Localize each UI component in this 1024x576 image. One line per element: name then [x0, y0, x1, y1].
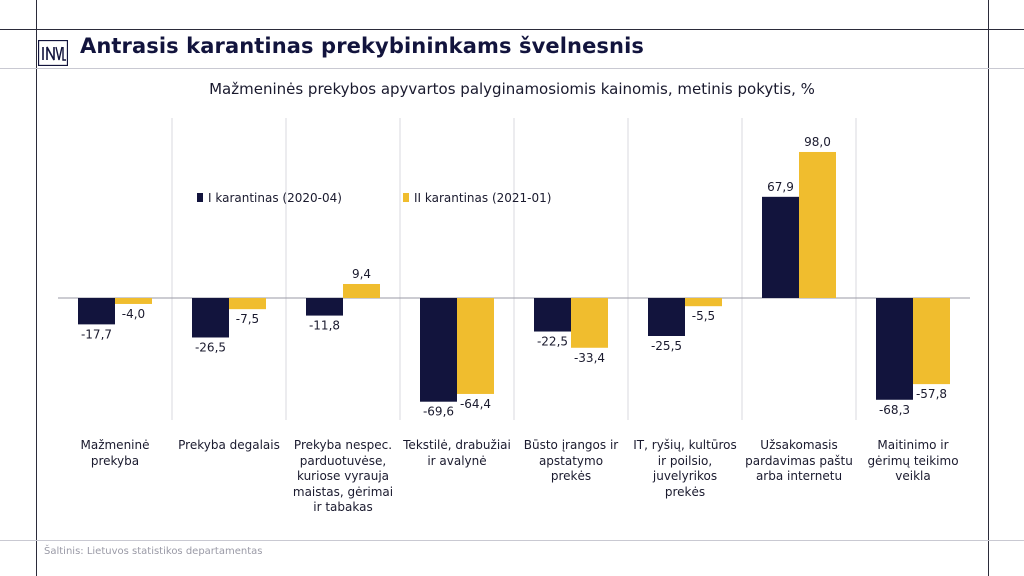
bar-chart: -17,7 -4,0 -26,5 -7,5 -11,8 9,4 -69,6 -64,4 -22,…: [58, 118, 970, 420]
bar-series-1-cat-8: [876, 298, 913, 400]
invl-logo: [37, 39, 69, 67]
header-divider-line: [0, 68, 1024, 69]
value-label-series-1-cat-7: 67,9: [767, 180, 794, 194]
value-label-series-1-cat-8: -68,3: [879, 403, 910, 417]
source-note: Šaltinis: Lietuvos statistikos departame…: [44, 546, 263, 557]
category-label: Prekyba nespec. parduotuvėse, kuriose vy…: [292, 438, 394, 514]
bar-series-2-cat-1: [115, 298, 152, 304]
value-label-series-2-cat-3: 9,4: [352, 267, 371, 281]
bar-series-2-cat-8: [913, 298, 950, 385]
bar-series-2-cat-7: [799, 151, 836, 298]
bar-series-2-cat-4: [457, 298, 494, 394]
page-title: Antrasis karantinas prekybininkams šveln…: [80, 34, 644, 58]
chart-value-labels: -17,7 -4,0 -26,5 -7,5 -11,8 9,4 -69,6 -64,4 -22,…: [81, 135, 947, 419]
chart-title: Mažmeninės prekybos apyvartos palyginamo…: [209, 80, 815, 98]
frame-left-line: [36, 0, 37, 576]
category-label: Užsakomasis pardavimas paštu arba intern…: [745, 438, 853, 483]
bar-series-1-cat-5: [534, 298, 571, 332]
value-label-series-2-cat-7: 98,0: [804, 135, 831, 149]
category-label: Mažmeninė prekyba: [80, 438, 150, 468]
bar-series-1-cat-7: [762, 196, 799, 298]
bar-series-2-cat-3: [343, 283, 380, 298]
value-label-series-1-cat-6: -25,5: [651, 339, 682, 353]
category-label: Prekyba degalais: [178, 438, 280, 452]
chart-legend: I karantinas (2020-04) II karantinas (20…: [197, 191, 551, 205]
value-label-series-2-cat-5: -33,4: [574, 351, 605, 365]
value-label-series-2-cat-6: -5,5: [692, 309, 715, 323]
value-label-series-2-cat-4: -64,4: [460, 397, 491, 411]
value-label-series-1-cat-4: -69,6: [423, 405, 454, 419]
bar-series-1-cat-4: [420, 298, 457, 402]
category-separators: [171, 118, 857, 420]
legend-label-series-2: II karantinas (2021-01): [414, 191, 551, 205]
category-label: Būsto įrangos ir apstatymo prekės: [523, 438, 619, 483]
value-label-series-1-cat-3: -11,8: [309, 319, 340, 333]
bar-series-1-cat-1: [78, 298, 115, 325]
invl-logo-mark: [37, 39, 69, 67]
value-label-series-2-cat-1: -4,0: [122, 307, 145, 321]
frame-top-line: [0, 29, 1024, 30]
chart-bars: [78, 151, 950, 402]
bar-series-1-cat-2: [192, 298, 229, 338]
footer-divider-line: [0, 540, 1024, 541]
bar-series-1-cat-6: [648, 298, 685, 336]
value-label-series-1-cat-5: -22,5: [537, 335, 568, 349]
category-label: IT, ryšių, kultūros ir poilsio, juvelyri…: [633, 438, 737, 499]
bar-series-2-cat-5: [571, 298, 608, 348]
category-label: Maitinimo ir gėrimų teikimo veikla: [867, 438, 959, 483]
value-label-series-2-cat-8: -57,8: [916, 387, 947, 401]
bar-series-2-cat-2: [229, 298, 266, 310]
bar-series-1-cat-3: [306, 298, 343, 316]
legend-swatch-series-2: [403, 193, 409, 202]
value-label-series-1-cat-2: -26,5: [195, 340, 226, 354]
category-label: Tekstilė, drabužiai ir avalynė: [403, 438, 511, 468]
legend-label-series-1: I karantinas (2020-04): [208, 191, 342, 205]
frame-right-line: [988, 0, 989, 576]
bar-series-2-cat-6: [685, 298, 722, 307]
value-label-series-1-cat-1: -17,7: [81, 327, 112, 341]
legend-swatch-series-1: [197, 193, 203, 202]
value-label-series-2-cat-2: -7,5: [236, 312, 259, 326]
